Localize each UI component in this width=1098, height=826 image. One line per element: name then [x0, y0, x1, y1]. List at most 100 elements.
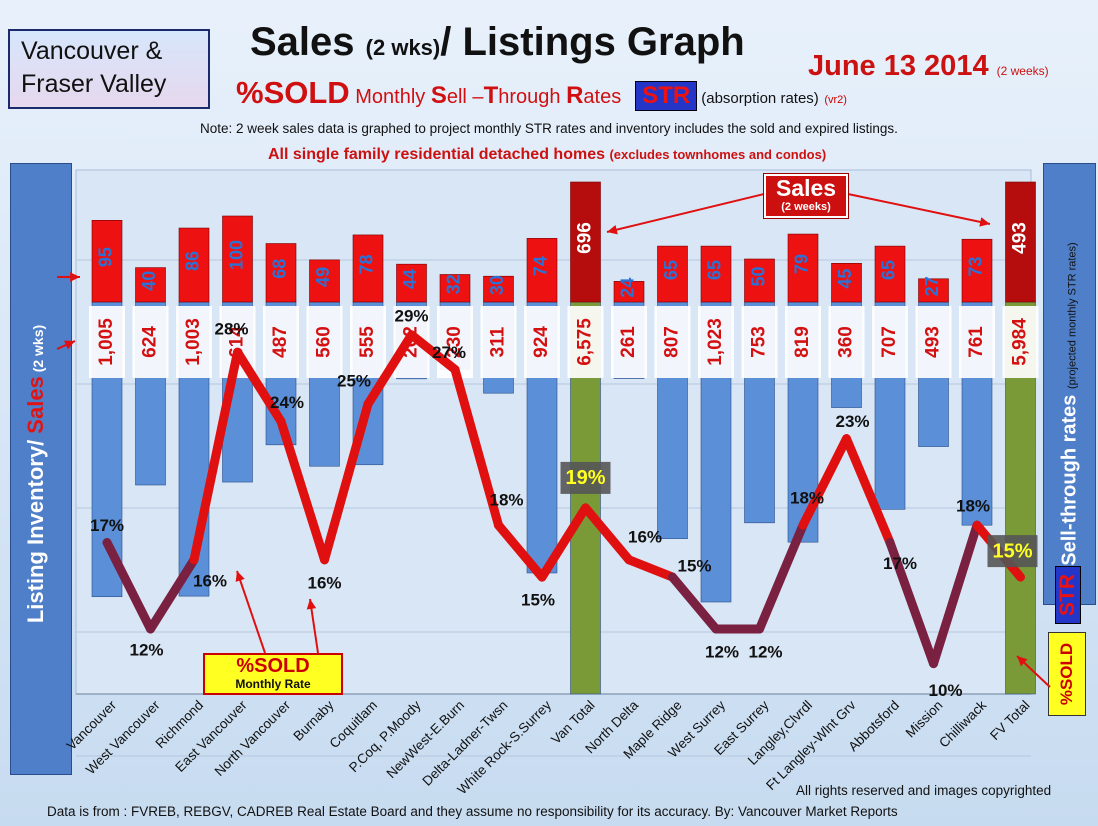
version-label: (vr2)	[824, 94, 847, 106]
sales-arrow-right	[847, 193, 991, 225]
sales-value: 73	[966, 257, 986, 277]
subtitle: %SOLD Monthly Sell –Through Rates STR (abs…	[236, 75, 847, 111]
str-line-segment	[102, 538, 155, 634]
date-note: (2 weeks)	[996, 64, 1049, 78]
x-tick-label: Chilliwack	[936, 697, 989, 750]
str-value: 15%	[521, 591, 555, 610]
inventory-label-band	[350, 306, 386, 378]
str-value: 23%	[835, 412, 869, 431]
inventory-value: 311	[488, 326, 509, 357]
inventory-value: 230	[444, 326, 465, 358]
inventory-label-band	[132, 306, 169, 378]
sales-bar	[91, 220, 123, 303]
sales-bar	[439, 274, 471, 303]
x-tick-label: NewWest-E.Burn	[383, 698, 467, 782]
inventory-value: 707	[879, 326, 900, 358]
x-tick-label: West Vancouver	[83, 697, 163, 777]
str-line-segment	[842, 434, 895, 547]
inventory-value: 555	[357, 326, 378, 358]
sub-t: T	[483, 82, 499, 109]
sales-callout: Sales (2 weeks)	[764, 174, 848, 218]
str-value: 18%	[956, 497, 990, 516]
title-small: (2 wks)	[365, 35, 441, 60]
sub-pre: Monthly	[355, 86, 431, 108]
inventory-label-band	[1002, 306, 1039, 378]
inventory-label-band	[176, 306, 212, 378]
str-line-segment	[363, 330, 416, 409]
str-value: 18%	[489, 491, 523, 510]
left-sales-arrow-head	[70, 272, 80, 282]
inventory-label-band	[741, 306, 778, 378]
str-value: 18%	[790, 489, 824, 508]
sub-hrough: hrough	[498, 86, 567, 108]
inventory-value: 1,003	[183, 318, 204, 366]
sales-bar	[787, 233, 819, 303]
sales-value: 79	[792, 254, 812, 274]
sales-value: 32	[444, 274, 464, 294]
str-value: 16%	[628, 527, 662, 546]
filter-exclusion: (excludes townhomes and condos)	[609, 147, 827, 162]
region-line1: Vancouver &	[21, 37, 163, 65]
sales-bar	[352, 234, 384, 303]
str-value: 28%	[214, 320, 248, 339]
inventory-value: 1,005	[96, 318, 117, 366]
sales-bar	[1005, 181, 1036, 303]
sales-value: 30	[487, 275, 507, 295]
inventory-label-band	[872, 306, 908, 378]
filter-text: All single family residential detached h…	[268, 146, 605, 163]
inventory-bars: 1,0056241,0036144875605552622303119246,5…	[89, 301, 1039, 695]
sold-arrow-right-head	[306, 599, 317, 610]
sales-value: 86	[183, 251, 203, 271]
str-line-segment	[189, 347, 242, 565]
inventory-value: 1,023	[705, 318, 726, 366]
sales-value: 74	[531, 256, 551, 276]
sales-bar	[483, 275, 514, 303]
str-value: 12%	[748, 642, 782, 661]
inventory-label-band	[698, 306, 734, 378]
region-box: Vancouver & Fraser Valley	[8, 29, 210, 109]
sales-value: 24	[618, 278, 638, 298]
date-text: June 13 2014	[808, 50, 989, 82]
sales-bar	[309, 259, 340, 303]
sales-bar	[961, 238, 993, 303]
sales-value: 493	[1010, 222, 1031, 254]
inventory-value: 624	[140, 326, 161, 358]
sales-callout-title: Sales	[775, 175, 837, 201]
sales-value: 65	[661, 260, 681, 280]
x-tick-label: North Vancouver	[212, 697, 294, 779]
report-date: June 13 2014 (2 weeks)	[808, 50, 1049, 83]
str-value: 16%	[307, 573, 341, 592]
filter-note: All single family residential detached h…	[268, 146, 826, 164]
str-line-segment	[146, 555, 199, 634]
sold-callout-title: %SOLD	[236, 655, 310, 677]
copyright: All rights reserved and images copyright…	[796, 783, 1052, 798]
str-value: 17%	[90, 516, 124, 535]
sales-bar	[222, 215, 253, 303]
sales-bar	[135, 267, 166, 303]
sold-arrow-left-head	[235, 571, 245, 582]
inventory-value: 487	[270, 326, 291, 358]
left-inventory-arrow-head	[64, 340, 75, 350]
title-rest: / Listings Graph	[440, 20, 745, 64]
sub-r: R	[566, 82, 584, 109]
sales-bar	[396, 263, 427, 303]
inventory-value: 819	[792, 326, 813, 358]
str-line-segment	[885, 538, 938, 669]
sales-bar	[178, 227, 210, 303]
sales-bar	[526, 238, 558, 303]
sales-bar	[613, 281, 645, 303]
callout-arrows	[56, 193, 1051, 688]
inventory-value: 614	[227, 326, 248, 358]
sold-callout-sub: Monthly Rate	[235, 677, 311, 691]
sales-bar	[657, 245, 688, 303]
sales-arrow-left	[606, 193, 765, 233]
region-line2: Fraser Valley	[21, 70, 167, 98]
str-value: 12%	[129, 640, 163, 659]
sales-value: 40	[139, 271, 159, 291]
sold-label: %SOLD	[236, 75, 350, 110]
inventory-value: 560	[314, 326, 335, 358]
inventory-label-band	[828, 306, 865, 378]
sales-arrow-left-head	[607, 225, 618, 235]
note: Note: 2 week sales data is graphed to pr…	[200, 121, 898, 136]
sales-arrow-right-head	[979, 217, 990, 227]
